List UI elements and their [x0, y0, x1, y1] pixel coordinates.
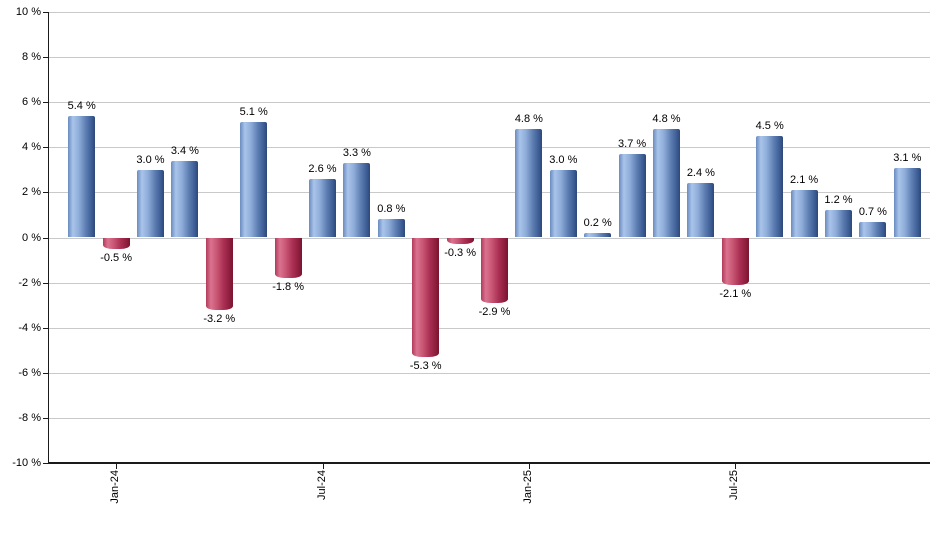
bar	[102, 237, 130, 249]
bar	[68, 115, 96, 238]
y-axis-tick	[43, 102, 48, 104]
gridline	[48, 327, 930, 329]
bar-value-label: 5.1 %	[239, 106, 268, 119]
y-axis-line	[48, 12, 49, 463]
bar	[274, 237, 302, 279]
bar-value-label: 2.4 %	[686, 167, 715, 180]
bar-value-label: -2.1 %	[719, 287, 752, 300]
bar-value-label: 2.1 %	[790, 174, 819, 187]
bar	[137, 169, 164, 238]
y-axis-tick	[43, 327, 48, 329]
x-axis-tick-label: Jan-24	[109, 470, 122, 504]
y-axis-tick-label: 8 %	[22, 51, 41, 64]
bar	[859, 221, 887, 238]
bar	[653, 129, 680, 238]
bar-value-label: 3.3 %	[342, 147, 371, 160]
bar-value-label: 5.4 %	[67, 99, 96, 112]
bar	[549, 169, 577, 238]
gridline	[48, 12, 930, 13]
y-axis-tick-label: -4 %	[18, 321, 41, 334]
y-axis-tick	[43, 12, 48, 13]
bar	[240, 122, 268, 238]
bar	[687, 183, 715, 238]
bar-value-label: 4.8 %	[514, 113, 543, 126]
y-axis-tick	[43, 57, 48, 59]
gridline	[48, 102, 930, 104]
bar	[377, 219, 405, 238]
bar-value-label: 3.7 %	[618, 138, 647, 151]
bar	[756, 136, 784, 238]
x-axis-tick-label: Jul-24	[315, 470, 328, 500]
x-axis-line	[48, 462, 930, 464]
bar-value-label: 0.7 %	[858, 205, 887, 218]
bar-value-label: 2.6 %	[308, 162, 337, 175]
bar	[446, 237, 474, 245]
y-axis-tick-label: 2 %	[22, 186, 41, 199]
bar	[171, 160, 199, 238]
gridline	[48, 192, 930, 194]
bar	[205, 237, 233, 310]
y-axis-tick	[43, 237, 48, 239]
gridline	[48, 147, 930, 149]
x-axis-tick	[528, 463, 530, 469]
bar-value-label: -3.2 %	[203, 312, 236, 325]
x-axis-tick	[735, 463, 737, 469]
bar-value-label: 1.2 %	[824, 194, 853, 207]
bar-value-label: 3.0 %	[136, 153, 165, 166]
y-axis-tick-label: 6 %	[22, 96, 41, 109]
bar-value-label: 3.4 %	[170, 144, 199, 157]
bar-value-label: -0.3 %	[444, 247, 476, 260]
bar-value-label: 4.8 %	[652, 113, 681, 126]
x-axis-tick-label: Jan-25	[521, 470, 534, 504]
bar-value-label: 0.8 %	[377, 203, 406, 216]
y-axis-tick	[43, 147, 48, 149]
bar	[618, 154, 646, 238]
bar-value-label: 3.1 %	[893, 151, 922, 164]
bar	[790, 190, 818, 238]
y-axis-tick	[43, 417, 48, 419]
gridline	[48, 57, 930, 59]
y-axis-tick	[43, 282, 48, 284]
bar	[343, 163, 371, 238]
bar-value-label: -5.3 %	[409, 360, 442, 372]
bar	[515, 129, 543, 238]
y-axis-tick-label: 0 %	[22, 231, 41, 244]
y-axis-tick	[43, 372, 48, 374]
bar	[721, 237, 749, 285]
bar	[825, 210, 852, 238]
gridline	[48, 417, 930, 419]
bar-value-label: 3.0 %	[549, 153, 578, 166]
bar-value-label: 0.2 %	[583, 216, 612, 229]
bar	[481, 237, 508, 303]
gridline	[48, 372, 930, 374]
bar	[412, 237, 440, 357]
x-axis-tick	[322, 463, 324, 469]
bar-value-label: -1.8 %	[272, 281, 304, 294]
y-axis-tick-label: -6 %	[18, 366, 41, 379]
y-axis-tick-label: 10 %	[15, 6, 41, 18]
bar	[309, 178, 336, 238]
bar-value-label: -0.5 %	[100, 251, 132, 264]
y-axis-tick-label: -8 %	[18, 411, 41, 424]
bar	[893, 167, 921, 238]
x-axis-tick-label: Jul-25	[728, 470, 741, 500]
x-axis-tick	[116, 463, 118, 469]
bar-value-label: -2.9 %	[478, 305, 511, 318]
bar	[584, 232, 612, 238]
y-axis-tick-label: -10 %	[12, 457, 41, 469]
y-axis-tick	[43, 192, 48, 194]
y-axis-tick-label: 4 %	[22, 141, 41, 154]
bar-value-label: 4.5 %	[755, 120, 784, 133]
y-axis-tick	[43, 463, 48, 464]
y-axis-tick-label: -2 %	[18, 276, 41, 289]
